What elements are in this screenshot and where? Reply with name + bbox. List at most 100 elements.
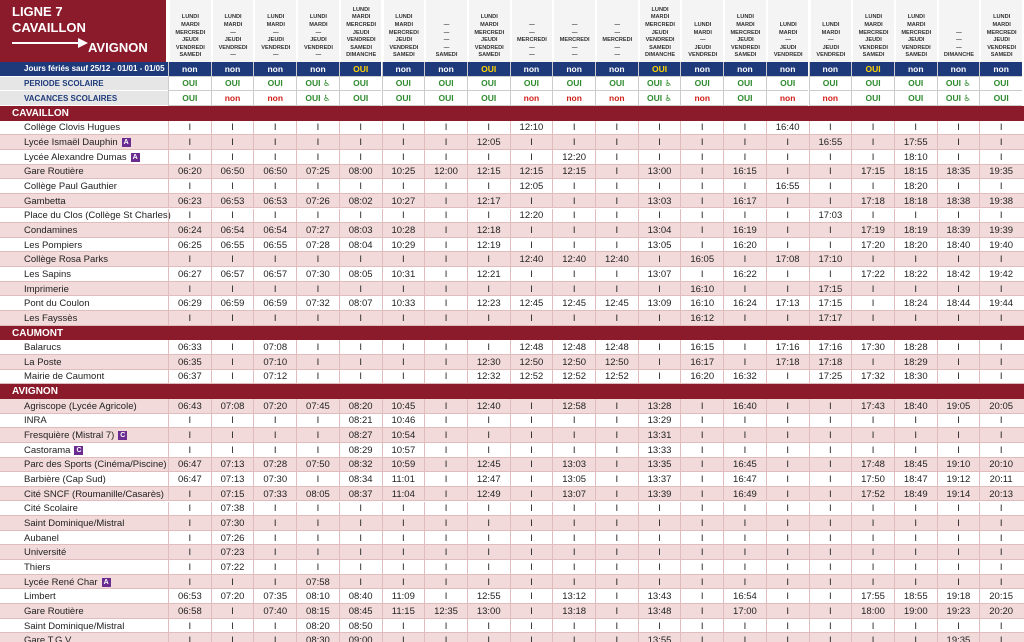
- time: I: [680, 208, 723, 224]
- stop-label: Collège Paul Gauthier: [24, 181, 117, 192]
- time: I: [424, 355, 467, 370]
- time: I: [765, 267, 809, 282]
- time: 07:30: [296, 267, 339, 282]
- time: 17:43: [851, 398, 894, 414]
- time: I: [595, 633, 638, 642]
- time: I: [552, 179, 595, 194]
- time: 12:15: [466, 164, 510, 180]
- time: I: [595, 135, 638, 150]
- day-label: LUNDI: [309, 14, 327, 21]
- day-label: SAMEDI: [862, 52, 885, 59]
- column-header: LUNDI MARDI — JEUDI VENDREDI: [808, 0, 852, 62]
- time: 19:18: [936, 589, 980, 605]
- time: I: [893, 281, 937, 297]
- stop-name: Les Sapins: [0, 267, 168, 282]
- time: I: [936, 340, 980, 355]
- stop-label: Mairie de Caumont: [24, 371, 105, 383]
- time: I: [765, 149, 809, 165]
- time: I: [424, 281, 467, 297]
- day-label: —: [828, 37, 834, 44]
- day-label: —: [614, 22, 621, 29]
- time: I: [424, 296, 467, 312]
- time: I: [723, 311, 766, 326]
- time: 17:03: [808, 208, 852, 224]
- time: I: [168, 135, 211, 150]
- stop-label: Lycée Alexandre Dumas: [24, 151, 127, 163]
- time: 13:39: [637, 486, 681, 502]
- day-label: MARDI: [351, 14, 371, 21]
- time: 12:17: [466, 193, 510, 209]
- day-label: VENDREDI: [261, 44, 291, 51]
- time: I: [680, 164, 723, 180]
- time: I: [936, 574, 980, 590]
- service-value: non: [509, 62, 553, 77]
- time: I: [381, 633, 425, 642]
- time: 08:21: [338, 413, 382, 429]
- day-label: MERCREDI: [559, 37, 590, 44]
- stop-name: Collège Paul Gauthier: [0, 179, 168, 194]
- time: I: [424, 574, 467, 590]
- time: I: [979, 574, 1022, 590]
- section-header: AVIGNON: [0, 384, 1024, 399]
- time: I: [595, 516, 638, 531]
- time: 16:32: [723, 369, 766, 385]
- stop-name: Lycée René Char A: [0, 575, 168, 590]
- time: 06:33: [168, 340, 211, 355]
- time: I: [893, 516, 937, 531]
- time: 18:49: [893, 486, 937, 502]
- time: I: [893, 545, 937, 561]
- time: I: [210, 252, 254, 268]
- time: 16:47: [723, 472, 766, 487]
- stop-label: Lycée Ismaël Dauphin: [24, 137, 118, 149]
- time: I: [253, 252, 296, 268]
- time: I: [936, 281, 980, 297]
- time: I: [595, 545, 638, 561]
- time: I: [210, 208, 254, 224]
- column-header: LUNDI MARDI MERCREDI JEUDI VENDREDI SAMEDI DIM…: [338, 0, 382, 62]
- service-value: OUI: [424, 91, 467, 106]
- stop-name: Cité Scolaire: [0, 502, 168, 517]
- time: I: [723, 618, 766, 634]
- time: I: [381, 545, 425, 561]
- time: 17:00: [723, 604, 766, 619]
- time: I: [979, 311, 1022, 326]
- time: I: [466, 428, 510, 443]
- time: 07:30: [253, 472, 296, 487]
- time: I: [595, 164, 638, 180]
- time: I: [680, 574, 723, 590]
- time: I: [552, 545, 595, 561]
- time: 07:27: [296, 223, 339, 238]
- day-label: VENDREDI: [816, 52, 846, 59]
- time: I: [936, 545, 980, 561]
- time: I: [851, 428, 894, 443]
- time: 06:50: [253, 164, 296, 180]
- column-header: LUNDI MARDI MERCREDI JEUDI VENDREDI SAMEDI: [979, 0, 1022, 62]
- time: I: [381, 120, 425, 136]
- time: I: [253, 516, 296, 531]
- time: I: [338, 208, 382, 224]
- time: 08:27: [338, 428, 382, 443]
- time: I: [637, 560, 681, 575]
- time: I: [552, 516, 595, 531]
- day-label: —: [571, 22, 578, 29]
- day-label: SAMEDI: [734, 52, 757, 59]
- time: I: [552, 223, 595, 238]
- time: I: [466, 442, 510, 458]
- time: 07:13: [210, 472, 254, 487]
- service-value: non: [210, 62, 254, 77]
- time: 13:05: [552, 472, 595, 487]
- time: 16:19: [723, 223, 766, 238]
- service-value: non: [253, 91, 297, 106]
- time: 12:49: [466, 486, 510, 502]
- time: I: [210, 355, 254, 370]
- time: I: [936, 252, 980, 268]
- time: I: [680, 149, 723, 165]
- time: I: [210, 369, 254, 385]
- service-value: OUI: [168, 91, 211, 106]
- time: I: [765, 208, 809, 224]
- stop-label: Les Fayssès: [24, 312, 78, 324]
- time: I: [552, 501, 595, 517]
- service-label: VACANCES SCOLAIRES: [0, 91, 168, 106]
- time: I: [424, 589, 467, 605]
- time: 16:12: [680, 311, 723, 326]
